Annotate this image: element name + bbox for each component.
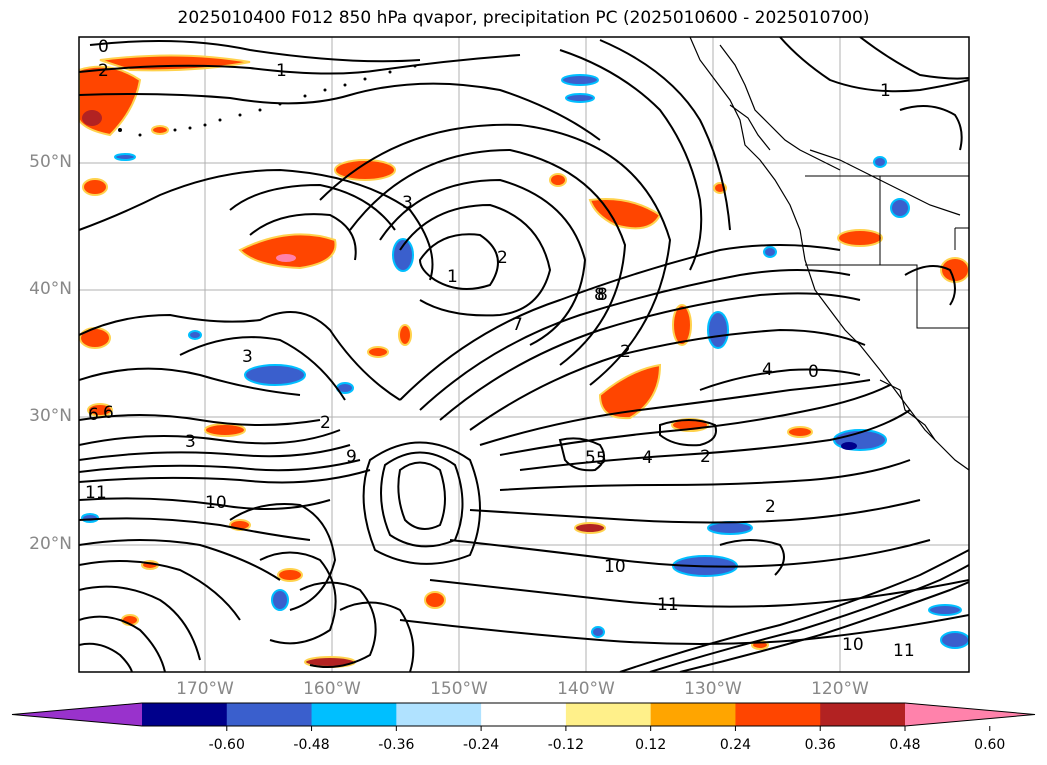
contour-label: 4 [762,360,773,380]
contour-label: 6 [103,403,114,423]
contour-label: 2 [320,413,331,433]
contour-label: 0 [808,362,819,382]
contour-label: 10 [205,493,227,513]
borders [805,175,969,329]
colorbar-swatch [142,703,228,726]
lon-label: 170°W [176,679,234,699]
colorbar-tick-label: 0.48 [889,737,921,753]
lat-label: 30°N [29,406,72,426]
colorbar-tick-label: 0.24 [719,737,752,753]
contour-label: 9 [346,447,357,467]
colorbar-tick-label: -0.24 [462,737,500,753]
contour-label: 2 [497,248,508,268]
coastlines [689,37,969,471]
contour-label: 2 [765,497,776,517]
colorbar-swatch [820,703,906,726]
colorbar-swatch [735,703,821,726]
colorbar-tick-label: -0.60 [208,737,245,753]
colorbar-tick-label: 0.36 [804,737,836,753]
lon-label: 160°W [303,679,361,699]
contour-label: 1 [276,61,287,81]
lat-label: 40°N [29,279,72,299]
contour-label: 10 [842,635,864,655]
contour-label: 5 [596,449,607,469]
contour-label: 3 [242,347,253,367]
map-title: 2025010400 F012 850 hPa qvapor, precipit… [177,8,870,28]
lon-label: 120°W [811,679,869,699]
colorbar-outline [11,702,1036,727]
negative-precip-fills [81,74,969,649]
colorbar-swatch [650,703,736,726]
colorbar-swatch [396,703,482,726]
contour-label: 11 [657,595,679,615]
contour-label: 0 [98,37,109,57]
lon-label: 140°W [557,679,615,699]
contour-label: 3 [185,432,196,452]
contour-label: 7 [512,315,523,335]
lon-label: 130°W [684,679,742,699]
contour-label: 5 [585,448,596,468]
contour-label: 2 [98,61,109,81]
colorbar-swatch [311,703,397,726]
contour-label: 11 [893,641,915,661]
colorbar-tick-label: 0.12 [635,737,667,753]
colorbar-swatch [565,703,652,726]
graticule [79,37,969,672]
contour-label: 10 [604,557,626,577]
lat-label: 50°N [29,152,72,172]
colorbar-tick-label: -0.12 [547,737,584,753]
contour-label: 8 [594,285,605,305]
contour-labels: 0 2 1 3 2 1 2 3 4 5 6 7 8 9 10 11 2 1 4 … [85,37,915,661]
map-area [79,37,969,672]
qvapor-contours [79,37,969,672]
colorbar [11,702,1036,731]
colorbar-swatch [226,703,313,726]
contour-label: 2 [620,342,631,362]
colorbar-extend-high [905,703,1035,726]
colorbar-tick-label: -0.48 [293,737,330,753]
contour-label: 3 [402,193,413,213]
lon-label: 150°W [430,679,488,699]
colorbar-tick-label: -0.36 [378,737,415,753]
contour-label: 1 [880,81,891,101]
contour-label: 4 [642,448,653,468]
contour-label: 6 [88,405,99,425]
contour-label: 8 [597,285,608,305]
colorbar-tick-label: 0.60 [974,737,1006,753]
contour-label: 1 [447,267,458,287]
map-frame [78,36,970,673]
positive-precip-fills [79,54,969,668]
colorbar-extend-low [12,703,142,726]
lat-label: 20°N [29,534,72,554]
colorbar-swatch [481,703,567,726]
contour-label: 11 [85,483,107,503]
contour-label: 2 [700,447,711,467]
